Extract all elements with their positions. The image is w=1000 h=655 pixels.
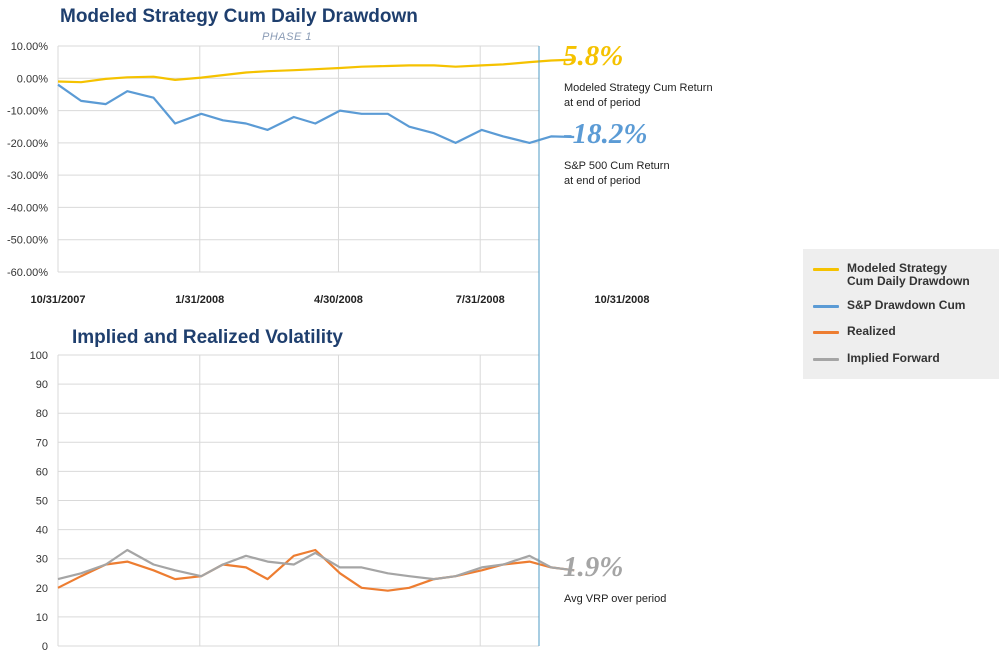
legend-item-implied: Implied Forward	[813, 352, 940, 365]
legend-swatch-implied	[813, 358, 839, 361]
legend-item-strategy: Modeled Strategy Cum Daily Drawdown	[813, 262, 970, 288]
y-tick-label: 40	[36, 525, 48, 537]
y-tick-label: -60.00%	[7, 267, 48, 279]
y-tick-label: 70	[36, 437, 48, 449]
x-tick-label: 10/31/2007	[30, 294, 85, 306]
y-tick-label: 80	[36, 408, 48, 420]
legend-label-strategy-2: Cum Daily Drawdown	[847, 274, 970, 288]
x-tick-label: 1/31/2008	[175, 294, 224, 306]
sp-return-desc: S&P 500 Cum Return at end of period	[564, 159, 670, 189]
y-tick-label: -50.00%	[7, 235, 48, 247]
legend-label-sp: S&P Drawdown Cum	[847, 298, 966, 312]
legend-label-realized: Realized	[847, 324, 896, 338]
volatility-chart-title: Implied and Realized Volatility	[72, 327, 343, 348]
sp-desc-line-2: at end of period	[564, 175, 641, 187]
y-tick-label: 90	[36, 379, 48, 391]
strategy-return-desc: Modeled Strategy Cum Return at end of pe…	[564, 81, 713, 111]
legend-label-strategy-1: Modeled Strategy	[847, 261, 948, 275]
series-line-s-p-drawdown-cum	[57, 83, 575, 144]
chart-legend: Modeled Strategy Cum Daily Drawdown S&P …	[803, 249, 999, 379]
y-tick-label: 30	[36, 554, 48, 566]
series-line-modeled-strategy-cum-daily-drawdown	[57, 58, 575, 84]
y-tick-label: 20	[36, 583, 48, 595]
legend-swatch-sp	[813, 305, 839, 308]
vrp-value: 1.9%	[563, 551, 624, 583]
y-tick-label: -40.00%	[7, 202, 48, 214]
y-tick-label: 100	[30, 350, 48, 362]
y-tick-label: 10	[36, 612, 48, 624]
y-tick-label: 0	[42, 641, 48, 653]
x-tick-label: 4/30/2008	[314, 294, 363, 306]
legend-swatch-realized	[813, 331, 839, 334]
y-tick-label: 10.00%	[11, 41, 49, 53]
legend-swatch-strategy	[813, 268, 839, 271]
x-tick-label: 7/31/2008	[456, 294, 505, 306]
legend-item-sp: S&P Drawdown Cum	[813, 299, 965, 312]
drawdown-chart-title: Modeled Strategy Cum Daily Drawdown	[60, 6, 418, 27]
strategy-desc-line-1: Modeled Strategy Cum Return	[564, 82, 713, 94]
y-tick-label: 0.00%	[17, 73, 48, 85]
sp-return-value: -18.2%	[563, 118, 648, 150]
y-tick-label: -20.00%	[7, 138, 48, 150]
phase-label: PHASE 1	[262, 31, 312, 43]
legend-item-realized: Realized	[813, 325, 896, 338]
y-tick-label: -10.00%	[7, 106, 48, 118]
x-tick-label: 10/31/2008	[594, 294, 649, 306]
legend-label-implied: Implied Forward	[847, 351, 940, 365]
y-tick-label: 50	[36, 496, 48, 508]
series-line-implied-forward	[57, 548, 575, 581]
y-tick-label: -30.00%	[7, 170, 48, 182]
vrp-desc: Avg VRP over period	[564, 593, 667, 605]
strategy-desc-line-2: at end of period	[564, 97, 641, 109]
sp-desc-line-1: S&P 500 Cum Return	[564, 160, 670, 172]
series-line-realized	[57, 548, 575, 592]
y-tick-label: 60	[36, 466, 48, 478]
strategy-return-value: 5.8%	[563, 40, 624, 72]
